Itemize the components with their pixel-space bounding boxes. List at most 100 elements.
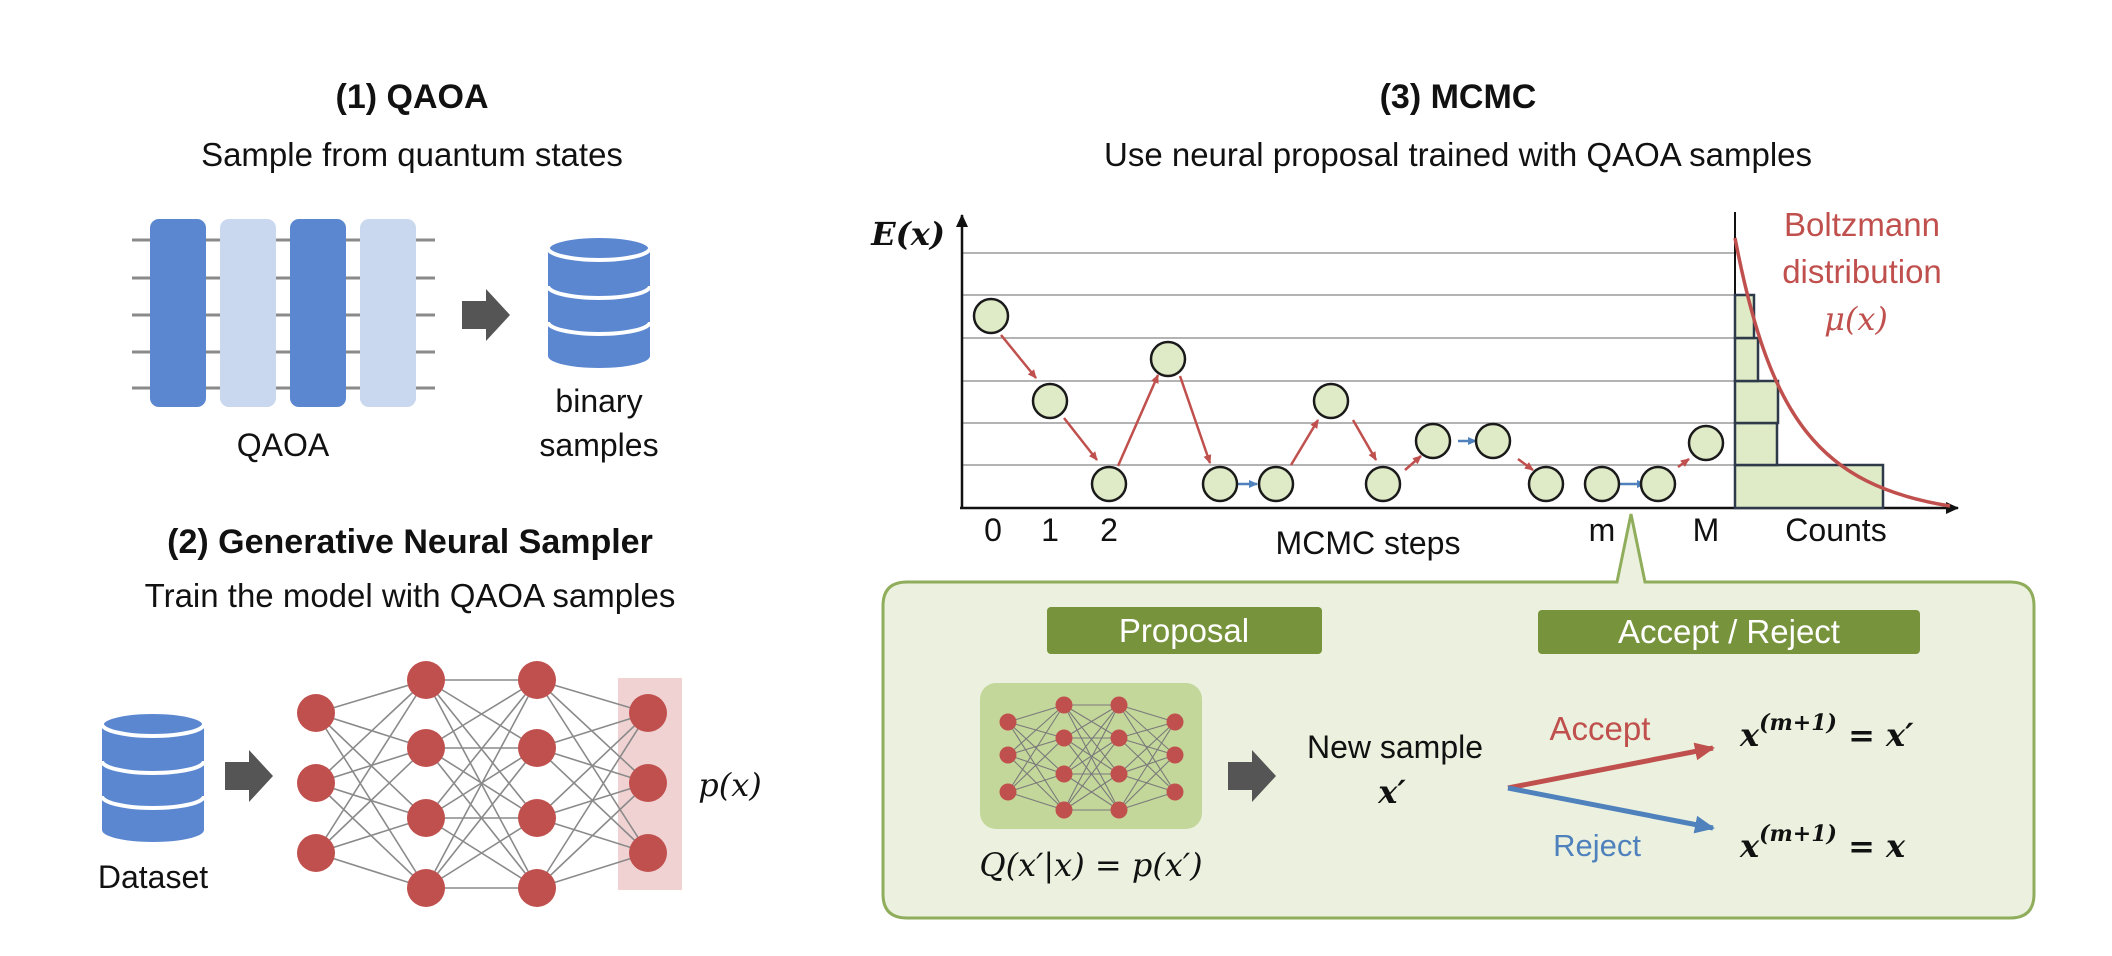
network-edge — [425, 679, 538, 819]
state-node — [1414, 422, 1452, 460]
network-edge — [425, 679, 538, 749]
network-node — [1055, 729, 1073, 747]
accept-result: x(m+1) = x′ — [1739, 710, 1914, 754]
network-edge — [315, 679, 427, 854]
boltzmann-curve — [1733, 237, 1951, 508]
network-edge — [1007, 704, 1065, 793]
state-node — [972, 297, 1010, 335]
mcmc-transitions — [1000, 334, 1690, 488]
circuit-layer-2 — [220, 219, 276, 407]
network-node — [999, 783, 1017, 801]
counts-axis-label: Counts — [1785, 512, 1886, 548]
network-edge — [315, 852, 427, 889]
accepted-transition-arrow — [1677, 457, 1690, 469]
network-edge — [1063, 704, 1120, 811]
distribution-label-line1: Boltzmann — [1784, 206, 1940, 243]
network-edge — [1118, 754, 1176, 811]
accepted-transition-arrow — [1289, 419, 1320, 466]
network-edge — [536, 712, 649, 819]
qaoa-circuit — [132, 219, 435, 407]
network-edge — [315, 747, 427, 854]
state-node — [1257, 465, 1295, 503]
x-tick-label: m — [1589, 512, 1616, 548]
circuit-layer-3 — [290, 219, 346, 407]
reject-arrow — [1507, 785, 1715, 834]
histogram-bar — [1733, 421, 1779, 467]
distribution-symbol: μ(x) — [1824, 300, 1888, 338]
samples-label-line1: binary — [555, 383, 642, 419]
network-node — [999, 713, 1017, 731]
network-node — [629, 694, 667, 732]
section3-title: (3) MCMC — [1380, 78, 1537, 116]
histogram-bar — [1733, 463, 1885, 510]
network-edge — [1007, 773, 1065, 793]
network-node — [1110, 801, 1128, 819]
network-node — [407, 869, 445, 907]
y-axis-label: E(x) — [870, 215, 945, 253]
accept-result-sup: (m+1) — [1759, 710, 1837, 736]
state-node — [1527, 465, 1565, 503]
reject-result-sup: (m+1) — [1759, 821, 1837, 847]
network-node — [518, 729, 556, 767]
right-arrow-icon — [462, 289, 510, 341]
section-mcmc: (3) MCMC Use neural proposal trained wit… — [870, 78, 2036, 920]
state-node — [1687, 424, 1725, 462]
network-edge — [1118, 721, 1176, 811]
state-node — [1583, 465, 1621, 503]
accept-reject-badge-label: Accept / Reject — [1618, 613, 1840, 650]
network-node — [1110, 765, 1128, 783]
network-node — [297, 694, 335, 732]
network-node — [1055, 696, 1073, 714]
network-edge — [315, 817, 427, 854]
network-edge — [1007, 704, 1065, 756]
network-node — [1055, 801, 1073, 819]
network-node — [1110, 729, 1128, 747]
network-node — [407, 661, 445, 699]
network-node — [1166, 783, 1184, 801]
network-edge — [425, 747, 538, 889]
network-node — [629, 764, 667, 802]
section2-subtitle: Train the model with QAOA samples — [145, 577, 676, 614]
state-node — [1474, 422, 1512, 460]
network-node — [518, 799, 556, 837]
accept-reject-badge — [1538, 610, 1920, 654]
network-edge — [1063, 737, 1120, 811]
new-sample-symbol: x′ — [1377, 773, 1406, 811]
right-arrow-icon — [225, 750, 273, 802]
histogram-bar — [1733, 336, 1760, 383]
state-node — [1201, 465, 1239, 503]
network-edge — [1118, 737, 1176, 756]
network-edge — [536, 712, 649, 749]
section2-title: (2) Generative Neural Sampler — [167, 523, 653, 561]
network-edge — [1007, 721, 1065, 811]
network-node — [1110, 696, 1128, 714]
state-node — [1364, 465, 1402, 503]
network-edge — [315, 679, 427, 784]
network-node — [407, 799, 445, 837]
histogram-bar — [1733, 293, 1756, 340]
state-node — [1031, 382, 1069, 420]
output-distribution-label: p(x) — [698, 766, 762, 804]
section1-subtitle: Sample from quantum states — [201, 136, 623, 173]
network-edge — [536, 782, 649, 889]
network-node — [518, 661, 556, 699]
network-edge — [1118, 721, 1176, 739]
network-edge — [1007, 737, 1065, 756]
histogram-bar — [1733, 379, 1780, 425]
proposal-formula: Q(x′|x) = p(x′) — [979, 846, 1202, 884]
accepted-transition-arrow — [1178, 375, 1212, 464]
distribution-label-line2: distribution — [1782, 253, 1942, 290]
network-edge — [536, 712, 649, 889]
circuit-layer-4 — [360, 219, 416, 407]
network-edge — [1118, 791, 1176, 811]
reject-label: Reject — [1553, 828, 1641, 863]
section3-subtitle: Use neural proposal trained with QAOA sa… — [1104, 136, 1812, 173]
database-icon — [546, 234, 652, 368]
accept-label: Accept — [1550, 710, 1651, 747]
proposal-badge — [1047, 607, 1322, 654]
section-neural-sampler: (2) Generative Neural Sampler Train the … — [98, 523, 762, 907]
x-tick-label: 2 — [1100, 512, 1118, 548]
right-arrow-icon — [1228, 750, 1276, 802]
accept-arrow — [1507, 742, 1715, 791]
